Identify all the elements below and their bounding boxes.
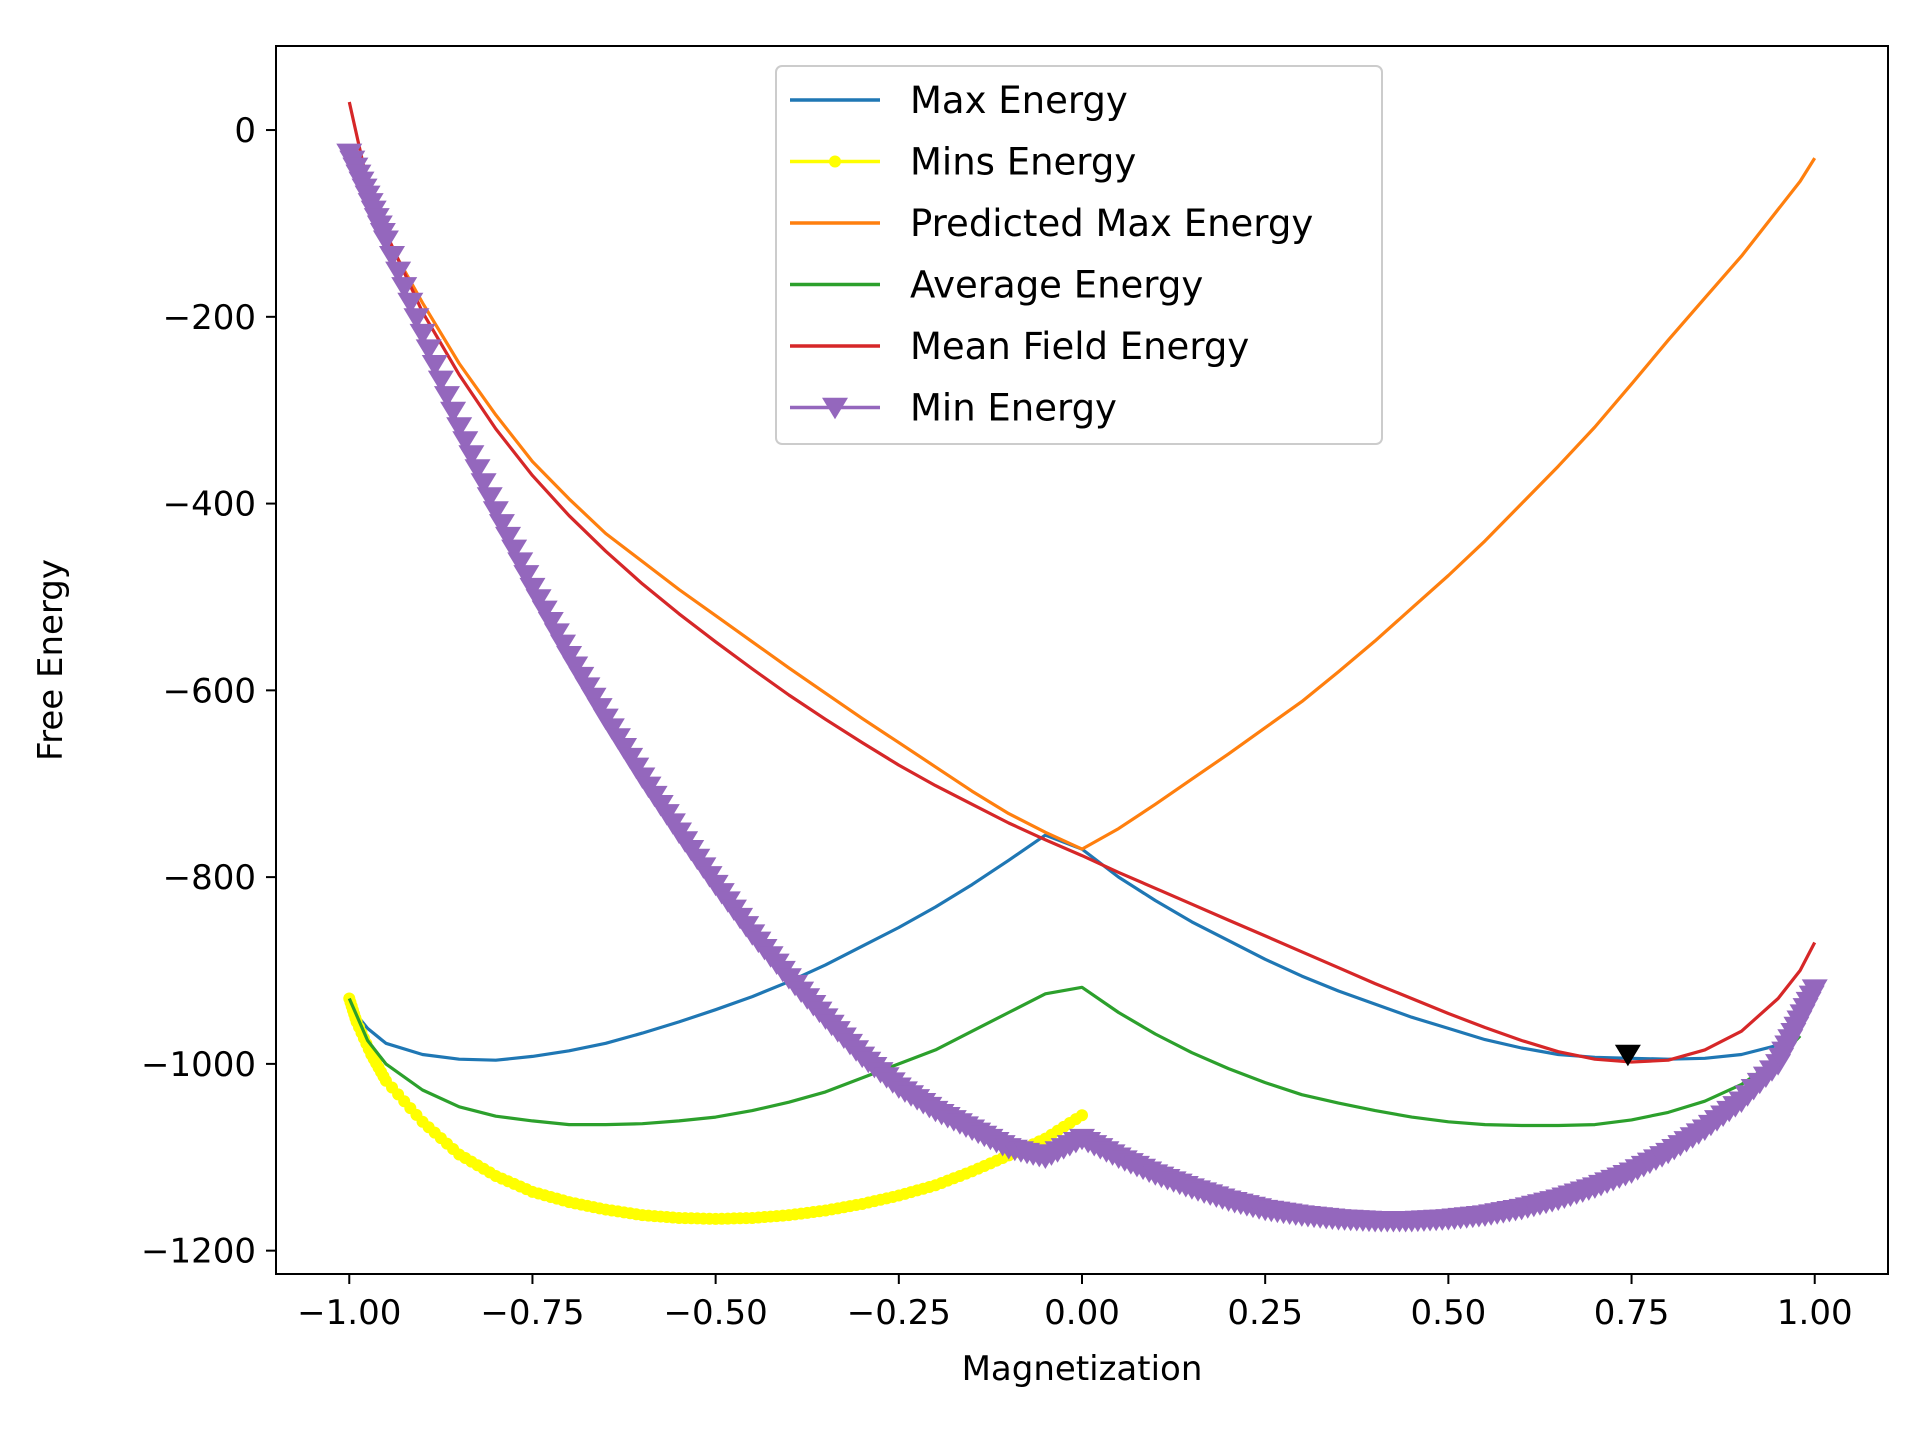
data-point bbox=[525, 589, 552, 611]
legend-label: Mean Field Energy bbox=[910, 325, 1249, 368]
data-point bbox=[482, 501, 509, 523]
annotation-layer bbox=[1614, 1044, 1641, 1067]
data-point bbox=[543, 623, 570, 645]
legend-label: Mins Energy bbox=[910, 141, 1136, 184]
series-line bbox=[347, 985, 1802, 1128]
x-tick-label: −0.25 bbox=[847, 1293, 951, 1333]
data-point bbox=[476, 487, 503, 509]
data-point bbox=[464, 459, 491, 481]
x-tick-label: 0.50 bbox=[1411, 1293, 1487, 1333]
y-tick-label: −600 bbox=[163, 671, 256, 711]
x-tick-label: 0.75 bbox=[1594, 1293, 1670, 1333]
y-tick-label: −1200 bbox=[141, 1232, 256, 1272]
y-tick-label: −200 bbox=[163, 298, 256, 338]
legend-label: Max Energy bbox=[910, 79, 1128, 122]
x-tick-label: 0.00 bbox=[1044, 1293, 1120, 1333]
legend-entry: Min Energy bbox=[790, 387, 1117, 430]
data-point bbox=[458, 445, 485, 467]
data-point bbox=[501, 539, 528, 562]
data-point bbox=[379, 246, 406, 268]
legend-label: Min Energy bbox=[910, 387, 1117, 430]
x-tick-label: −0.75 bbox=[480, 1293, 584, 1333]
data-point bbox=[1076, 1109, 1088, 1122]
data-point bbox=[385, 261, 412, 284]
x-tick-label: 0.25 bbox=[1227, 1293, 1303, 1333]
series-layer bbox=[336, 101, 1828, 1233]
data-point bbox=[549, 634, 576, 657]
data-point bbox=[531, 600, 558, 623]
data-point bbox=[537, 611, 564, 634]
legend-entry: Average Energy bbox=[790, 264, 1203, 307]
legend-label: Predicted Max Energy bbox=[910, 202, 1313, 245]
data-point bbox=[488, 514, 515, 536]
x-tick-label: −1.00 bbox=[297, 1293, 401, 1333]
x-axis-ticks: −1.00 −0.75 −0.50 −0.25 0.00 0.25 0.50 0.75 1.00 bbox=[297, 1274, 1853, 1333]
data-point bbox=[421, 355, 448, 377]
data-point bbox=[427, 370, 454, 393]
data-point bbox=[372, 230, 399, 252]
y-tick-label: 0 bbox=[234, 111, 256, 151]
data-point bbox=[415, 339, 442, 361]
data-point bbox=[403, 308, 430, 330]
x-tick-label: −0.50 bbox=[664, 1293, 768, 1333]
data-point bbox=[495, 526, 522, 549]
legend-marker bbox=[822, 397, 848, 420]
legend-marker bbox=[829, 155, 841, 168]
legend-label: Average Energy bbox=[910, 264, 1203, 307]
y-axis-ticks: 0 −200 −400 −600 −800 −1000 −1200 bbox=[141, 111, 276, 1272]
legend-entry: Max Energy bbox=[790, 79, 1128, 122]
y-tick-label: −800 bbox=[163, 858, 256, 898]
series-4 bbox=[347, 101, 1817, 1064]
data-point bbox=[397, 292, 424, 315]
data-point bbox=[433, 386, 460, 408]
data-point bbox=[1801, 979, 1828, 1001]
y-tick-label: −400 bbox=[163, 485, 256, 525]
legend-entry: Predicted Max Energy bbox=[790, 202, 1313, 245]
data-point bbox=[440, 401, 467, 424]
x-axis-label: Magnetization bbox=[962, 1349, 1203, 1389]
legend-entry: Mins Energy bbox=[790, 141, 1136, 184]
y-tick-label: −1000 bbox=[141, 1045, 256, 1085]
series-1 bbox=[343, 992, 1088, 1225]
series-2 bbox=[362, 157, 1817, 851]
series-5 bbox=[336, 143, 1828, 1233]
data-point bbox=[452, 431, 479, 453]
legend: Max Energy Mins Energy Predicted Max Energ… bbox=[775, 65, 1383, 445]
legend-entry: Mean Field Energy bbox=[790, 325, 1249, 368]
data-point bbox=[409, 323, 436, 346]
series-line bbox=[347, 101, 1817, 1064]
data-point bbox=[391, 277, 418, 299]
series-3 bbox=[347, 985, 1802, 1128]
x-tick-label: 1.00 bbox=[1777, 1293, 1853, 1333]
data-point bbox=[470, 473, 497, 495]
y-axis-label: Free Energy bbox=[31, 559, 71, 761]
legend-box bbox=[775, 65, 1383, 445]
data-point bbox=[446, 417, 473, 439]
data-point bbox=[507, 552, 534, 574]
series-line bbox=[362, 157, 1817, 851]
data-point bbox=[519, 577, 546, 600]
data-point bbox=[513, 565, 540, 587]
annotation-marker bbox=[1614, 1044, 1641, 1067]
